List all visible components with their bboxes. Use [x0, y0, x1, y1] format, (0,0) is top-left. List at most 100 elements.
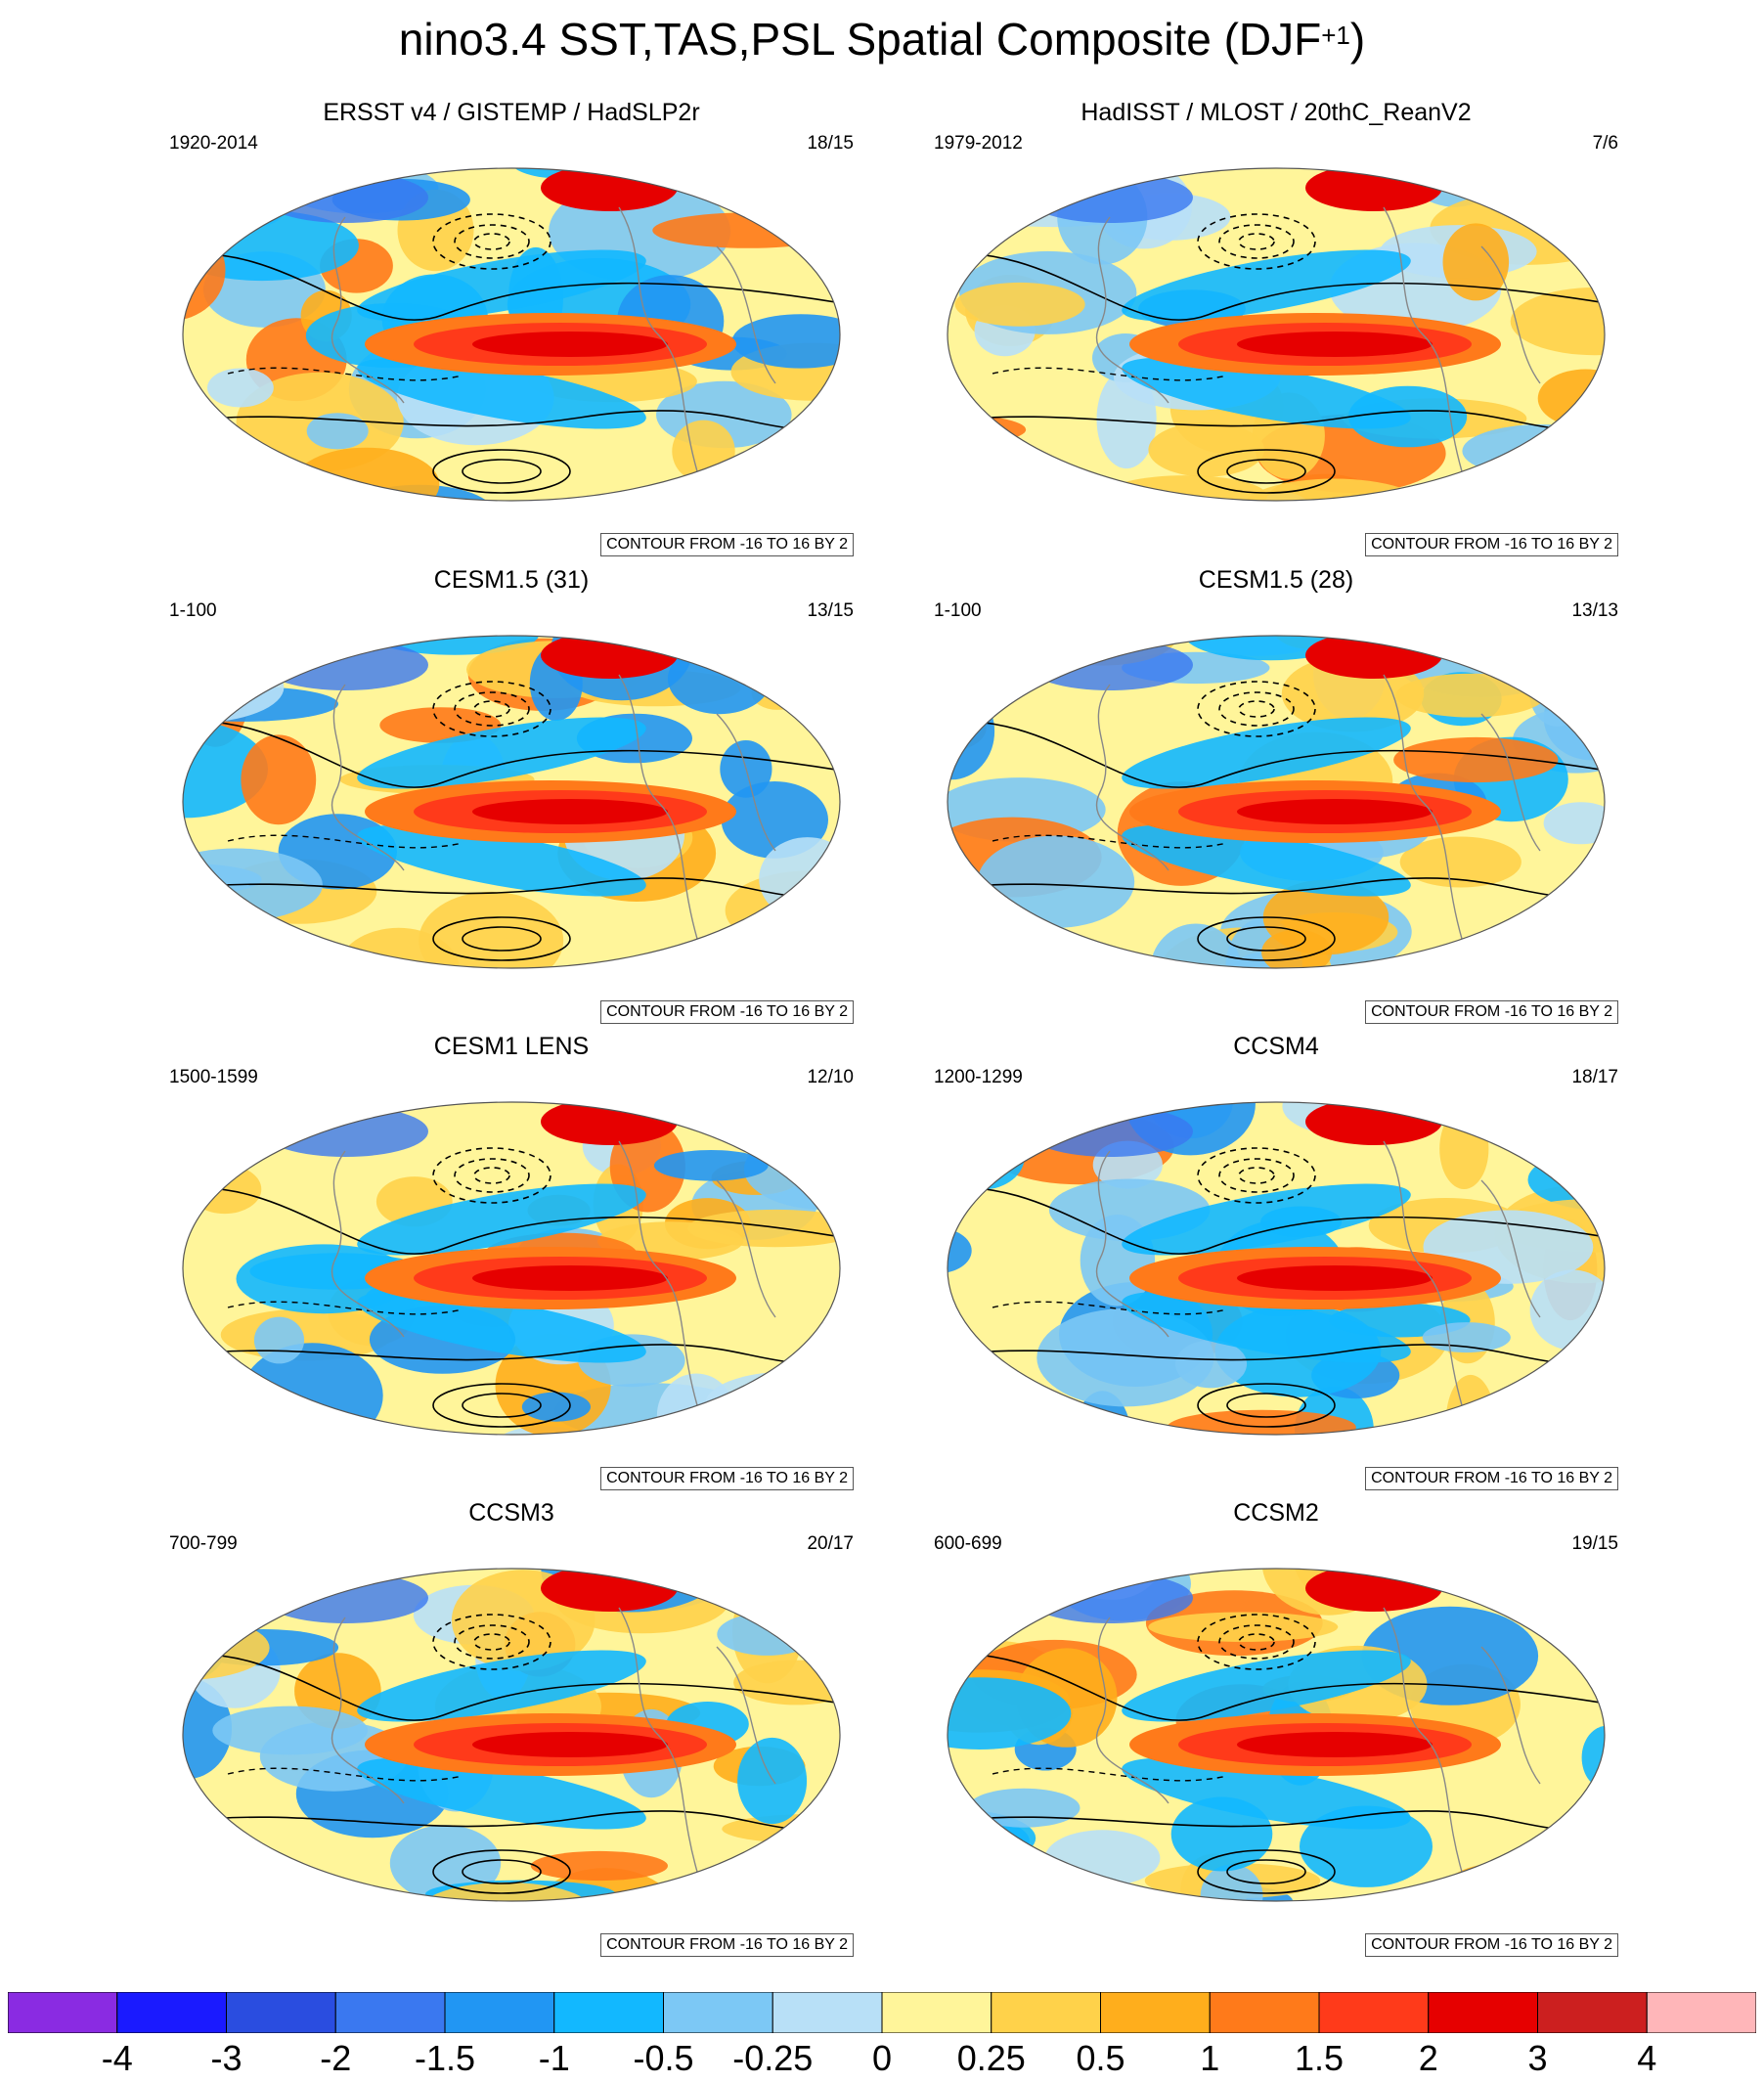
colorbar-label: -1.5	[414, 2038, 476, 2078]
panel-count: 13/13	[1571, 600, 1618, 621]
globe-map	[947, 167, 1606, 502]
colorbar-label: 0	[871, 2038, 893, 2078]
contour-note: CONTOUR FROM -16 TO 16 BY 2	[1365, 1933, 1618, 1957]
panel-period: 1979-2012	[934, 133, 1023, 154]
colorbar-swatch	[1537, 1992, 1648, 2033]
globe-map	[182, 1101, 841, 1436]
colorbar-swatch	[1100, 1992, 1211, 2033]
field-layer	[183, 168, 840, 501]
panel-period: 1-100	[934, 600, 982, 621]
colorbar-label: -3	[210, 2038, 243, 2078]
panel-period: 1500-1599	[169, 1067, 258, 1087]
colorbar-swatch	[116, 1992, 227, 2033]
panel-title: CCSM3	[468, 1499, 554, 1527]
map-panel-6: CCSM3 700-799 20/17 CONTOUR FROM -16 TO …	[169, 1498, 854, 1958]
colorbar-label: 0.25	[956, 2038, 1026, 2078]
contour-note: CONTOUR FROM -16 TO 16 BY 2	[1365, 533, 1618, 556]
panel-count: 19/15	[1571, 1533, 1618, 1554]
colorbar-swatch	[1318, 1992, 1430, 2033]
colorbar-swatch	[1428, 1992, 1538, 2033]
contour-note: CONTOUR FROM -16 TO 16 BY 2	[600, 1000, 854, 1024]
contour-note: CONTOUR FROM -16 TO 16 BY 2	[600, 1467, 854, 1490]
colorbar-label: 3	[1527, 2038, 1548, 2078]
map-panel-0: ERSST v4 / GISTEMP / HadSLP2r 1920-2014 …	[169, 98, 854, 557]
colorbar-swatch	[1646, 1992, 1756, 2033]
globe-outline	[947, 635, 1606, 969]
globe-outline	[947, 1568, 1606, 1902]
contour-note: CONTOUR FROM -16 TO 16 BY 2	[600, 1933, 854, 1957]
colorbar-swatch	[8, 1992, 118, 2033]
panel-title: CCSM2	[1233, 1499, 1319, 1527]
field-layer	[183, 1102, 840, 1435]
globe-outline	[182, 1101, 841, 1436]
panel-title: CESM1.5 (31)	[433, 566, 590, 594]
colorbar-label: 4	[1637, 2038, 1657, 2078]
globe-map	[182, 1568, 841, 1902]
colorbar-label: -0.5	[633, 2038, 694, 2078]
map-panel-5: CCSM4 1200-1299 18/17 CONTOUR FROM -16 T…	[934, 1032, 1618, 1491]
contour-note: CONTOUR FROM -16 TO 16 BY 2	[1365, 1000, 1618, 1024]
panel-title: CESM1.5 (28)	[1198, 566, 1354, 594]
colorbar-swatch	[226, 1992, 336, 2033]
contour-note: CONTOUR FROM -16 TO 16 BY 2	[600, 533, 854, 556]
panel-count: 18/17	[1571, 1067, 1618, 1087]
field-layer	[948, 1569, 1605, 1901]
globe-outline	[182, 1568, 841, 1902]
title-closing: )	[1349, 14, 1366, 65]
panel-count: 20/17	[807, 1533, 854, 1554]
colorbar-label: -1	[538, 2038, 570, 2078]
field-layer	[183, 636, 840, 968]
colorbar-swatch	[881, 1992, 992, 2033]
globe-outline	[947, 1101, 1606, 1436]
field-layer	[948, 1102, 1605, 1435]
panel-count: 13/15	[807, 600, 854, 621]
title-text: nino3.4 SST,TAS,PSL Spatial Composite (D…	[398, 14, 1322, 65]
colorbar-labels: -4 -3 -2 -1.5 -1 -0.5 -0.25 0 0.25 0.5 1 1.5 2 3 4	[0, 2039, 1764, 2082]
field-layer	[948, 168, 1605, 501]
panel-period: 1-100	[169, 600, 217, 621]
panel-count: 18/15	[807, 133, 854, 154]
globe-map	[947, 1101, 1606, 1436]
panel-count: 12/10	[807, 1067, 854, 1087]
map-panel-3: CESM1.5 (28) 1-100 13/13 CONTOUR FROM -1…	[934, 565, 1618, 1025]
panel-period: 1200-1299	[934, 1067, 1023, 1087]
panel-title: HadISST / MLOST / 20thC_ReanV2	[1080, 99, 1472, 126]
colorbar-label: -4	[101, 2038, 133, 2078]
map-panel-7: CCSM2 600-699 19/15 CONTOUR FROM -16 TO …	[934, 1498, 1618, 1958]
globe-map	[182, 167, 841, 502]
colorbar-label: -2	[320, 2038, 352, 2078]
colorbar-swatch	[553, 1992, 664, 2033]
map-panel-1: HadISST / MLOST / 20thC_ReanV2 1979-2012…	[934, 98, 1618, 557]
globe-map	[947, 635, 1606, 969]
map-panel-4: CESM1 LENS 1500-1599 12/10 CONTOUR FROM …	[169, 1032, 854, 1491]
panel-period: 1920-2014	[169, 133, 258, 154]
panel-title: CESM1 LENS	[433, 1033, 590, 1060]
colorbar-label: 0.5	[1076, 2038, 1125, 2078]
panel-title: ERSST v4 / GISTEMP / HadSLP2r	[323, 99, 700, 126]
globe-outline	[182, 635, 841, 969]
colorbar-swatch	[1209, 1992, 1320, 2033]
field-layer	[183, 1569, 840, 1901]
colorbar-label: -0.25	[732, 2038, 814, 2078]
panel-period: 700-799	[169, 1533, 238, 1554]
colorbar-label: 1	[1200, 2038, 1220, 2078]
colorbar-label: 2	[1418, 2038, 1438, 2078]
panel-period: 600-699	[934, 1533, 1002, 1554]
panel-title: CCSM4	[1233, 1033, 1319, 1060]
contour-note: CONTOUR FROM -16 TO 16 BY 2	[1365, 1467, 1618, 1490]
globe-outline	[947, 167, 1606, 502]
panel-count: 7/6	[1592, 133, 1618, 154]
colorbar	[8, 1992, 1756, 2033]
colorbar-swatch	[663, 1992, 773, 2033]
colorbar-swatch	[991, 1992, 1101, 2033]
colorbar-swatch	[334, 1992, 446, 2033]
globe-outline	[182, 167, 841, 502]
globe-map	[947, 1568, 1606, 1902]
colorbar-swatch	[772, 1992, 883, 2033]
colorbar-swatch	[444, 1992, 555, 2033]
colorbar-label: 1.5	[1294, 2038, 1345, 2078]
field-layer	[948, 636, 1605, 968]
figure-title: nino3.4 SST,TAS,PSL Spatial Composite (D…	[0, 10, 1764, 68]
title-superscript: +1	[1321, 21, 1350, 50]
globe-map	[182, 635, 841, 969]
